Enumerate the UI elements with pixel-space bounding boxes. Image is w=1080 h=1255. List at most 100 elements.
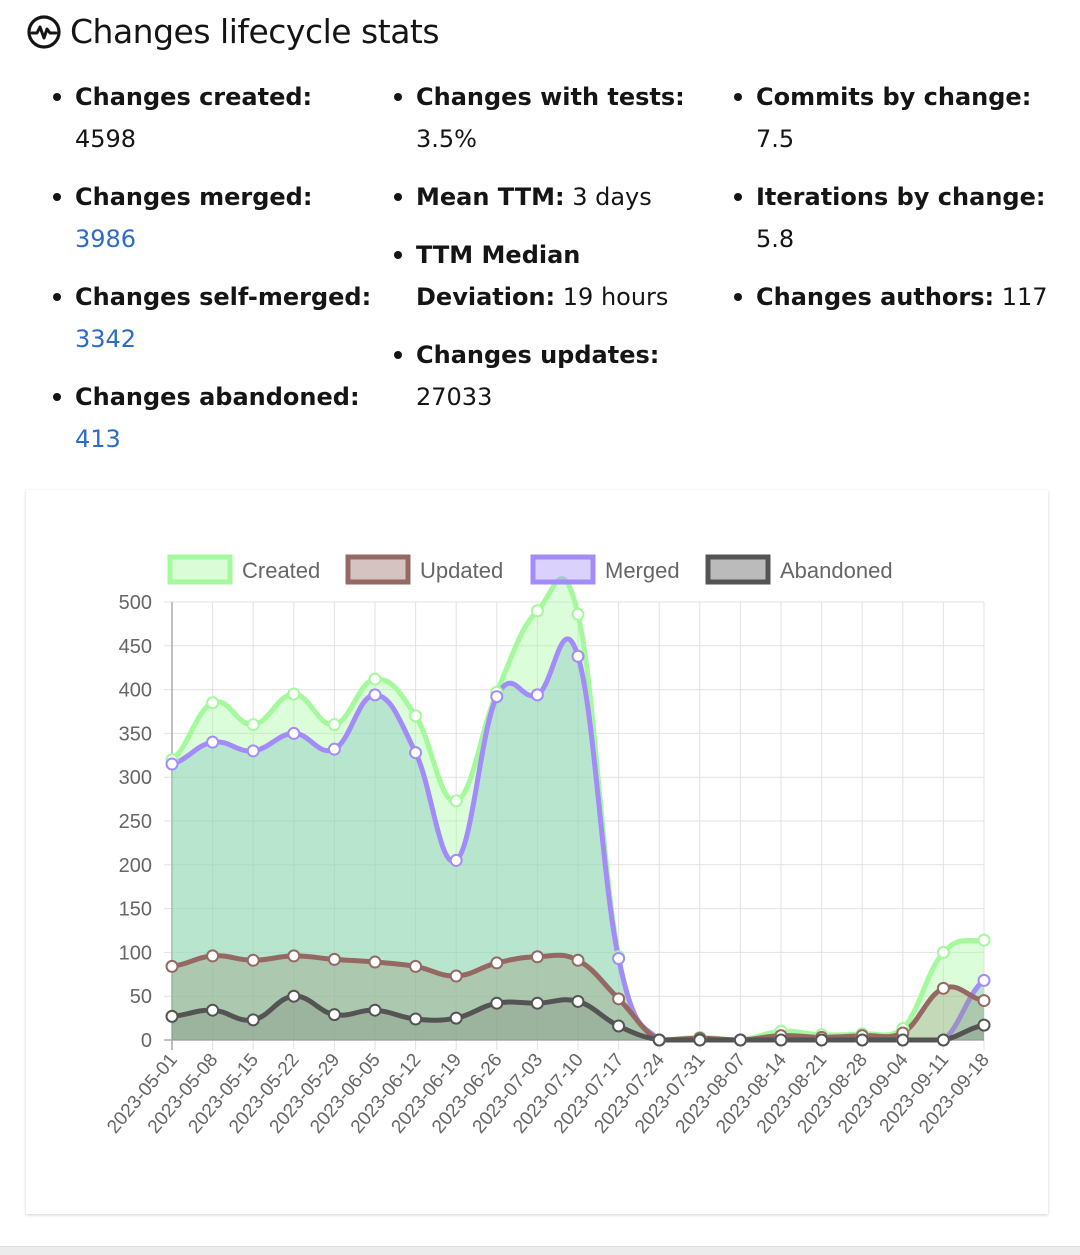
data-point[interactable]	[409, 709, 423, 723]
data-point[interactable]	[815, 1033, 829, 1047]
data-point[interactable]	[327, 742, 341, 756]
data-point[interactable]	[530, 996, 544, 1010]
stat-changes-authors: Changes authors: 117	[734, 276, 1076, 318]
stat-changes-merged: Changes merged: 3986	[53, 176, 375, 260]
data-point[interactable]	[287, 687, 301, 701]
data-point[interactable]	[977, 973, 991, 987]
data-point[interactable]	[652, 1033, 666, 1047]
data-point[interactable]	[165, 1009, 179, 1023]
data-point[interactable]	[896, 1033, 910, 1047]
data-point[interactable]	[206, 735, 220, 749]
data-point[interactable]	[165, 757, 179, 771]
data-point[interactable]	[490, 996, 504, 1010]
data-point[interactable]	[449, 1011, 463, 1025]
data-point[interactable]	[449, 969, 463, 983]
data-point[interactable]	[774, 1033, 788, 1047]
legend-item-updated[interactable]: Updated	[345, 554, 503, 585]
legend-item-abandoned[interactable]: Abandoned	[705, 554, 893, 585]
data-point[interactable]	[693, 1033, 707, 1047]
changes-self-merged-link[interactable]: 3342	[75, 325, 137, 353]
data-point[interactable]	[409, 1012, 423, 1026]
data-point[interactable]	[409, 746, 423, 760]
data-point[interactable]	[449, 853, 463, 867]
stats-column-1: Changes created: 4598 Changes merged: 3986…	[53, 76, 375, 476]
chart-card: 0 50 100 150 200 250 300 350 400 450 500 2023-05-01…	[26, 490, 1048, 1214]
changes-merged-link[interactable]: 3986	[75, 225, 137, 253]
y-tick-label: 450	[119, 636, 152, 658]
changes-abandoned-link[interactable]: 413	[75, 425, 121, 453]
stat-mean-ttm: Mean TTM: 3 days	[394, 176, 716, 218]
data-point[interactable]	[571, 953, 585, 967]
heartbeat-circle-icon	[27, 14, 61, 49]
data-point[interactable]	[246, 744, 260, 758]
y-tick-label: 150	[119, 899, 152, 921]
stats-column-3: Commits by change: 7.5 Iterations by chan…	[734, 76, 1076, 334]
data-point[interactable]	[490, 690, 504, 704]
stat-changes-created: Changes created: 4598	[53, 76, 375, 160]
data-point[interactable]	[246, 718, 260, 732]
stat-value: 4598	[75, 125, 137, 153]
data-point[interactable]	[449, 794, 463, 808]
y-tick-label: 300	[119, 767, 152, 789]
data-point[interactable]	[530, 688, 544, 702]
data-point[interactable]	[936, 945, 950, 959]
data-point[interactable]	[409, 959, 423, 973]
stat-commits-by-change: Commits by change: 7.5	[734, 76, 1076, 160]
data-point[interactable]	[246, 1013, 260, 1027]
y-tick-label: 0	[141, 1030, 152, 1052]
data-point[interactable]	[246, 953, 260, 967]
data-point[interactable]	[612, 952, 626, 966]
stat-changes-with-tests: Changes with tests: 3.5%	[394, 76, 716, 160]
data-point[interactable]	[977, 933, 991, 947]
stat-changes-updates: Changes updates: 27033	[394, 334, 716, 418]
data-point[interactable]	[530, 950, 544, 964]
data-point[interactable]	[206, 696, 220, 710]
stats-column-2: Changes with tests: 3.5% Mean TTM: 3 days…	[394, 76, 716, 434]
data-point[interactable]	[368, 688, 382, 702]
legend-item-created[interactable]: Created	[167, 554, 320, 585]
legend-item-merged[interactable]: Merged	[530, 554, 680, 585]
data-point[interactable]	[571, 994, 585, 1008]
data-point[interactable]	[490, 956, 504, 970]
data-point[interactable]	[287, 949, 301, 963]
data-point[interactable]	[936, 981, 950, 995]
lifecycle-line-chart[interactable]: 0501001502002503003504004505002023-05-01…	[26, 490, 1048, 1214]
stat-iterations-by-change: Iterations by change: 5.8	[734, 176, 1076, 260]
data-point[interactable]	[368, 1003, 382, 1017]
chart-legend: Created Updated Merged Abandoned	[167, 554, 893, 585]
y-tick-label: 200	[119, 855, 152, 877]
data-point[interactable]	[327, 718, 341, 732]
y-tick-label: 400	[119, 680, 152, 702]
page-title-text: Changes lifecycle stats	[70, 12, 440, 51]
data-point[interactable]	[733, 1033, 747, 1047]
page-footer-divider	[0, 1246, 1080, 1255]
data-point[interactable]	[368, 672, 382, 686]
data-point[interactable]	[327, 1008, 341, 1022]
stat-ttm-median-deviation: TTM Median Deviation: 19 hours	[394, 234, 716, 318]
y-tick-label: 250	[119, 811, 152, 833]
data-point[interactable]	[327, 952, 341, 966]
svg-text:Created: Created	[242, 558, 320, 583]
data-point[interactable]	[612, 1019, 626, 1033]
svg-text:Abandoned: Abandoned	[780, 558, 893, 583]
points-abandoned	[165, 989, 991, 1047]
data-point[interactable]	[977, 994, 991, 1008]
data-point[interactable]	[855, 1033, 869, 1047]
data-point[interactable]	[368, 955, 382, 969]
data-point[interactable]	[571, 649, 585, 663]
y-tick-label: 500	[119, 592, 152, 614]
stat-changes-self-merged: Changes self-merged: 3342	[53, 276, 375, 360]
data-point[interactable]	[936, 1033, 950, 1047]
data-point[interactable]	[571, 607, 585, 621]
data-point[interactable]	[165, 959, 179, 973]
y-tick-label: 50	[130, 986, 152, 1008]
data-point[interactable]	[206, 1003, 220, 1017]
y-tick-label: 100	[119, 942, 152, 964]
data-point[interactable]	[612, 992, 626, 1006]
data-point[interactable]	[530, 604, 544, 618]
data-point[interactable]	[287, 726, 301, 740]
svg-text:Merged: Merged	[605, 558, 680, 583]
data-point[interactable]	[206, 949, 220, 963]
data-point[interactable]	[287, 989, 301, 1003]
data-point[interactable]	[977, 1018, 991, 1032]
